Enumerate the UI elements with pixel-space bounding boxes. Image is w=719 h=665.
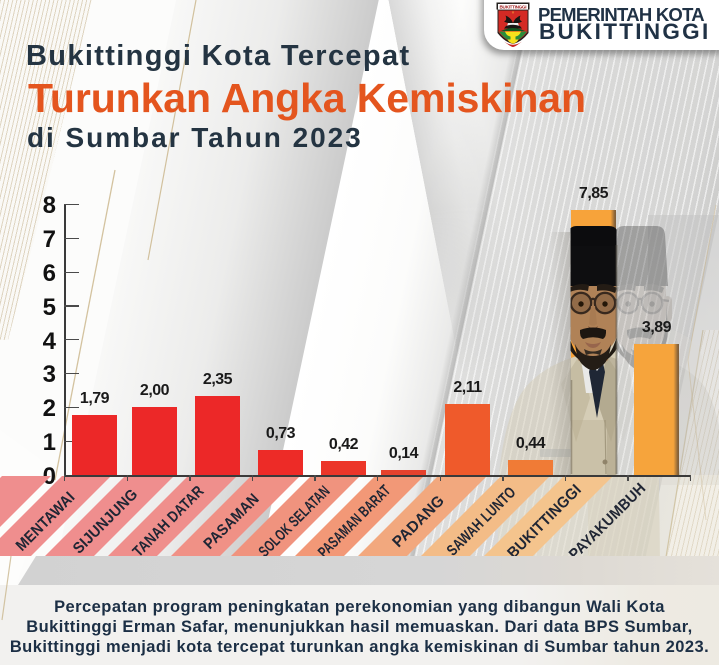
svg-text:BUKITTINGGI: BUKITTINGGI <box>500 5 527 10</box>
